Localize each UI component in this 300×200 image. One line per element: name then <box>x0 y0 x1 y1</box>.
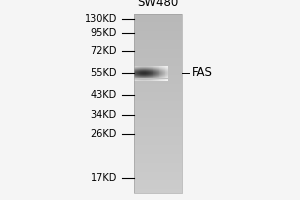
Text: 17KD: 17KD <box>91 173 117 183</box>
Text: 34KD: 34KD <box>91 110 117 120</box>
Text: 26KD: 26KD <box>91 129 117 139</box>
Text: SW480: SW480 <box>137 0 178 9</box>
Text: FAS: FAS <box>192 66 213 79</box>
Text: 95KD: 95KD <box>91 28 117 38</box>
Text: 55KD: 55KD <box>91 68 117 78</box>
Text: 43KD: 43KD <box>91 90 117 100</box>
Text: 130KD: 130KD <box>85 14 117 24</box>
Text: 72KD: 72KD <box>91 46 117 56</box>
Bar <box>134 14 182 193</box>
